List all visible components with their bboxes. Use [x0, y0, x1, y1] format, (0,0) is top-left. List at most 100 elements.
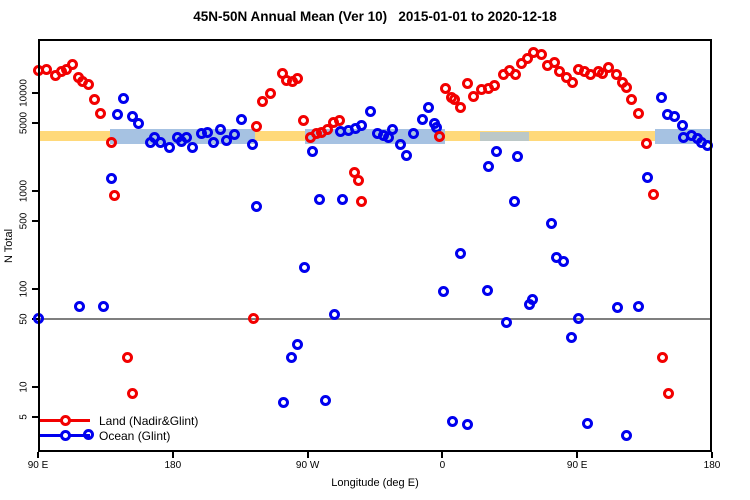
land-point: [549, 56, 561, 68]
land-point: [264, 88, 276, 100]
ocean-point: [278, 396, 290, 408]
land-point: [567, 76, 579, 88]
land-point: [353, 174, 365, 186]
ocean-density-band: [479, 132, 530, 142]
land-point: [108, 189, 120, 201]
land-point: [553, 66, 565, 78]
land-point: [41, 64, 53, 76]
land-point: [433, 130, 445, 142]
ocean-point: [508, 196, 520, 208]
land-point: [291, 72, 303, 84]
y-tick: [32, 92, 38, 94]
ocean-point: [526, 294, 538, 306]
land-point: [356, 195, 368, 207]
ocean-point: [558, 256, 570, 268]
ocean-point: [98, 300, 110, 312]
legend-label-ocean: Ocean (Glint): [99, 428, 171, 443]
land-legend-circle-icon: [60, 415, 71, 426]
ocean-legend-symbol: [40, 430, 90, 441]
x-tick: [576, 452, 579, 458]
ocean-point: [236, 114, 248, 126]
land-point: [603, 61, 615, 73]
y-tick-label: 500: [18, 212, 30, 229]
ocean-point: [201, 127, 213, 139]
ocean-point: [408, 128, 420, 140]
ocean-point: [501, 317, 513, 329]
ocean-point: [490, 145, 502, 157]
y-tick: [32, 288, 38, 290]
land-point: [489, 80, 501, 92]
ocean-point: [117, 92, 129, 104]
ocean-point: [621, 429, 633, 441]
y-tick-label: 10: [18, 381, 30, 393]
y-tick: [32, 386, 38, 388]
ocean-point: [546, 217, 558, 229]
land-point: [105, 137, 117, 149]
y-tick: [32, 190, 38, 192]
ocean-point: [573, 313, 585, 324]
ocean-point: [565, 331, 577, 343]
land-legend-symbol: [40, 415, 90, 426]
land-point: [535, 49, 547, 61]
ocean-point: [511, 150, 523, 162]
land-point: [333, 114, 345, 126]
plot-border: [38, 39, 712, 452]
x-tick: [171, 452, 174, 458]
y-tick-label: 50: [18, 312, 30, 325]
land-point: [610, 69, 622, 81]
ocean-point: [246, 139, 258, 151]
ocean-point: [291, 339, 303, 351]
land-point: [297, 114, 309, 126]
reference-line-50: [38, 317, 712, 320]
ocean-point: [306, 145, 318, 157]
ocean-point: [394, 139, 406, 151]
land-point: [89, 93, 101, 105]
ocean-point: [186, 141, 198, 153]
x-tick: [306, 452, 309, 458]
ocean-point: [83, 428, 95, 440]
x-tick-label: 90 E: [566, 460, 588, 471]
ocean-point: [483, 160, 495, 172]
ocean-point: [417, 114, 429, 126]
land-point: [454, 102, 466, 114]
legend-label-land: Land (Nadir&Glint): [99, 413, 199, 428]
ocean-point: [111, 109, 123, 121]
ocean-point: [299, 262, 311, 274]
y-tick: [32, 121, 38, 124]
land-point: [648, 188, 660, 200]
ocean-point: [655, 91, 667, 103]
y-tick-label: 1000: [18, 179, 30, 203]
y-tick: [32, 219, 38, 222]
ocean-point: [207, 137, 219, 149]
ocean-legend-circle-icon: [60, 430, 71, 441]
land-point: [468, 90, 480, 102]
ocean-point: [612, 301, 624, 313]
land-point: [448, 93, 460, 105]
land-point: [66, 59, 78, 71]
land-point: [621, 81, 633, 93]
ocean-point: [676, 119, 688, 131]
x-tick-label: 90 E: [27, 460, 49, 471]
legend-item-land: Land (Nadir&Glint): [40, 413, 198, 428]
ocean-point: [74, 301, 86, 313]
y-tick-label: 5000: [18, 111, 30, 134]
x-tick: [441, 452, 444, 458]
land-point: [522, 52, 534, 64]
y-tick-label: 100: [18, 280, 30, 298]
legend-item-ocean: Ocean (Glint): [40, 428, 198, 443]
ocean-point: [481, 284, 493, 296]
land-point: [251, 120, 263, 132]
x-axis-title: Longitude (deg E): [331, 477, 419, 489]
legend: Land (Nadir&Glint) Ocean (Glint): [40, 413, 198, 443]
ocean-point: [669, 110, 681, 122]
ocean-point: [314, 194, 326, 206]
land-point: [657, 351, 669, 363]
x-tick: [711, 452, 713, 458]
ocean-point: [285, 351, 297, 363]
land-point: [633, 107, 645, 119]
x-tick-label: 0: [439, 460, 446, 471]
x-tick-label: 180: [703, 460, 721, 471]
land-point: [625, 93, 637, 105]
ocean-point: [387, 123, 399, 135]
ocean-point: [320, 395, 332, 407]
